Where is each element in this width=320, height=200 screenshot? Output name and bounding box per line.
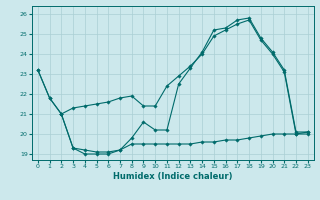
X-axis label: Humidex (Indice chaleur): Humidex (Indice chaleur) xyxy=(113,172,233,181)
